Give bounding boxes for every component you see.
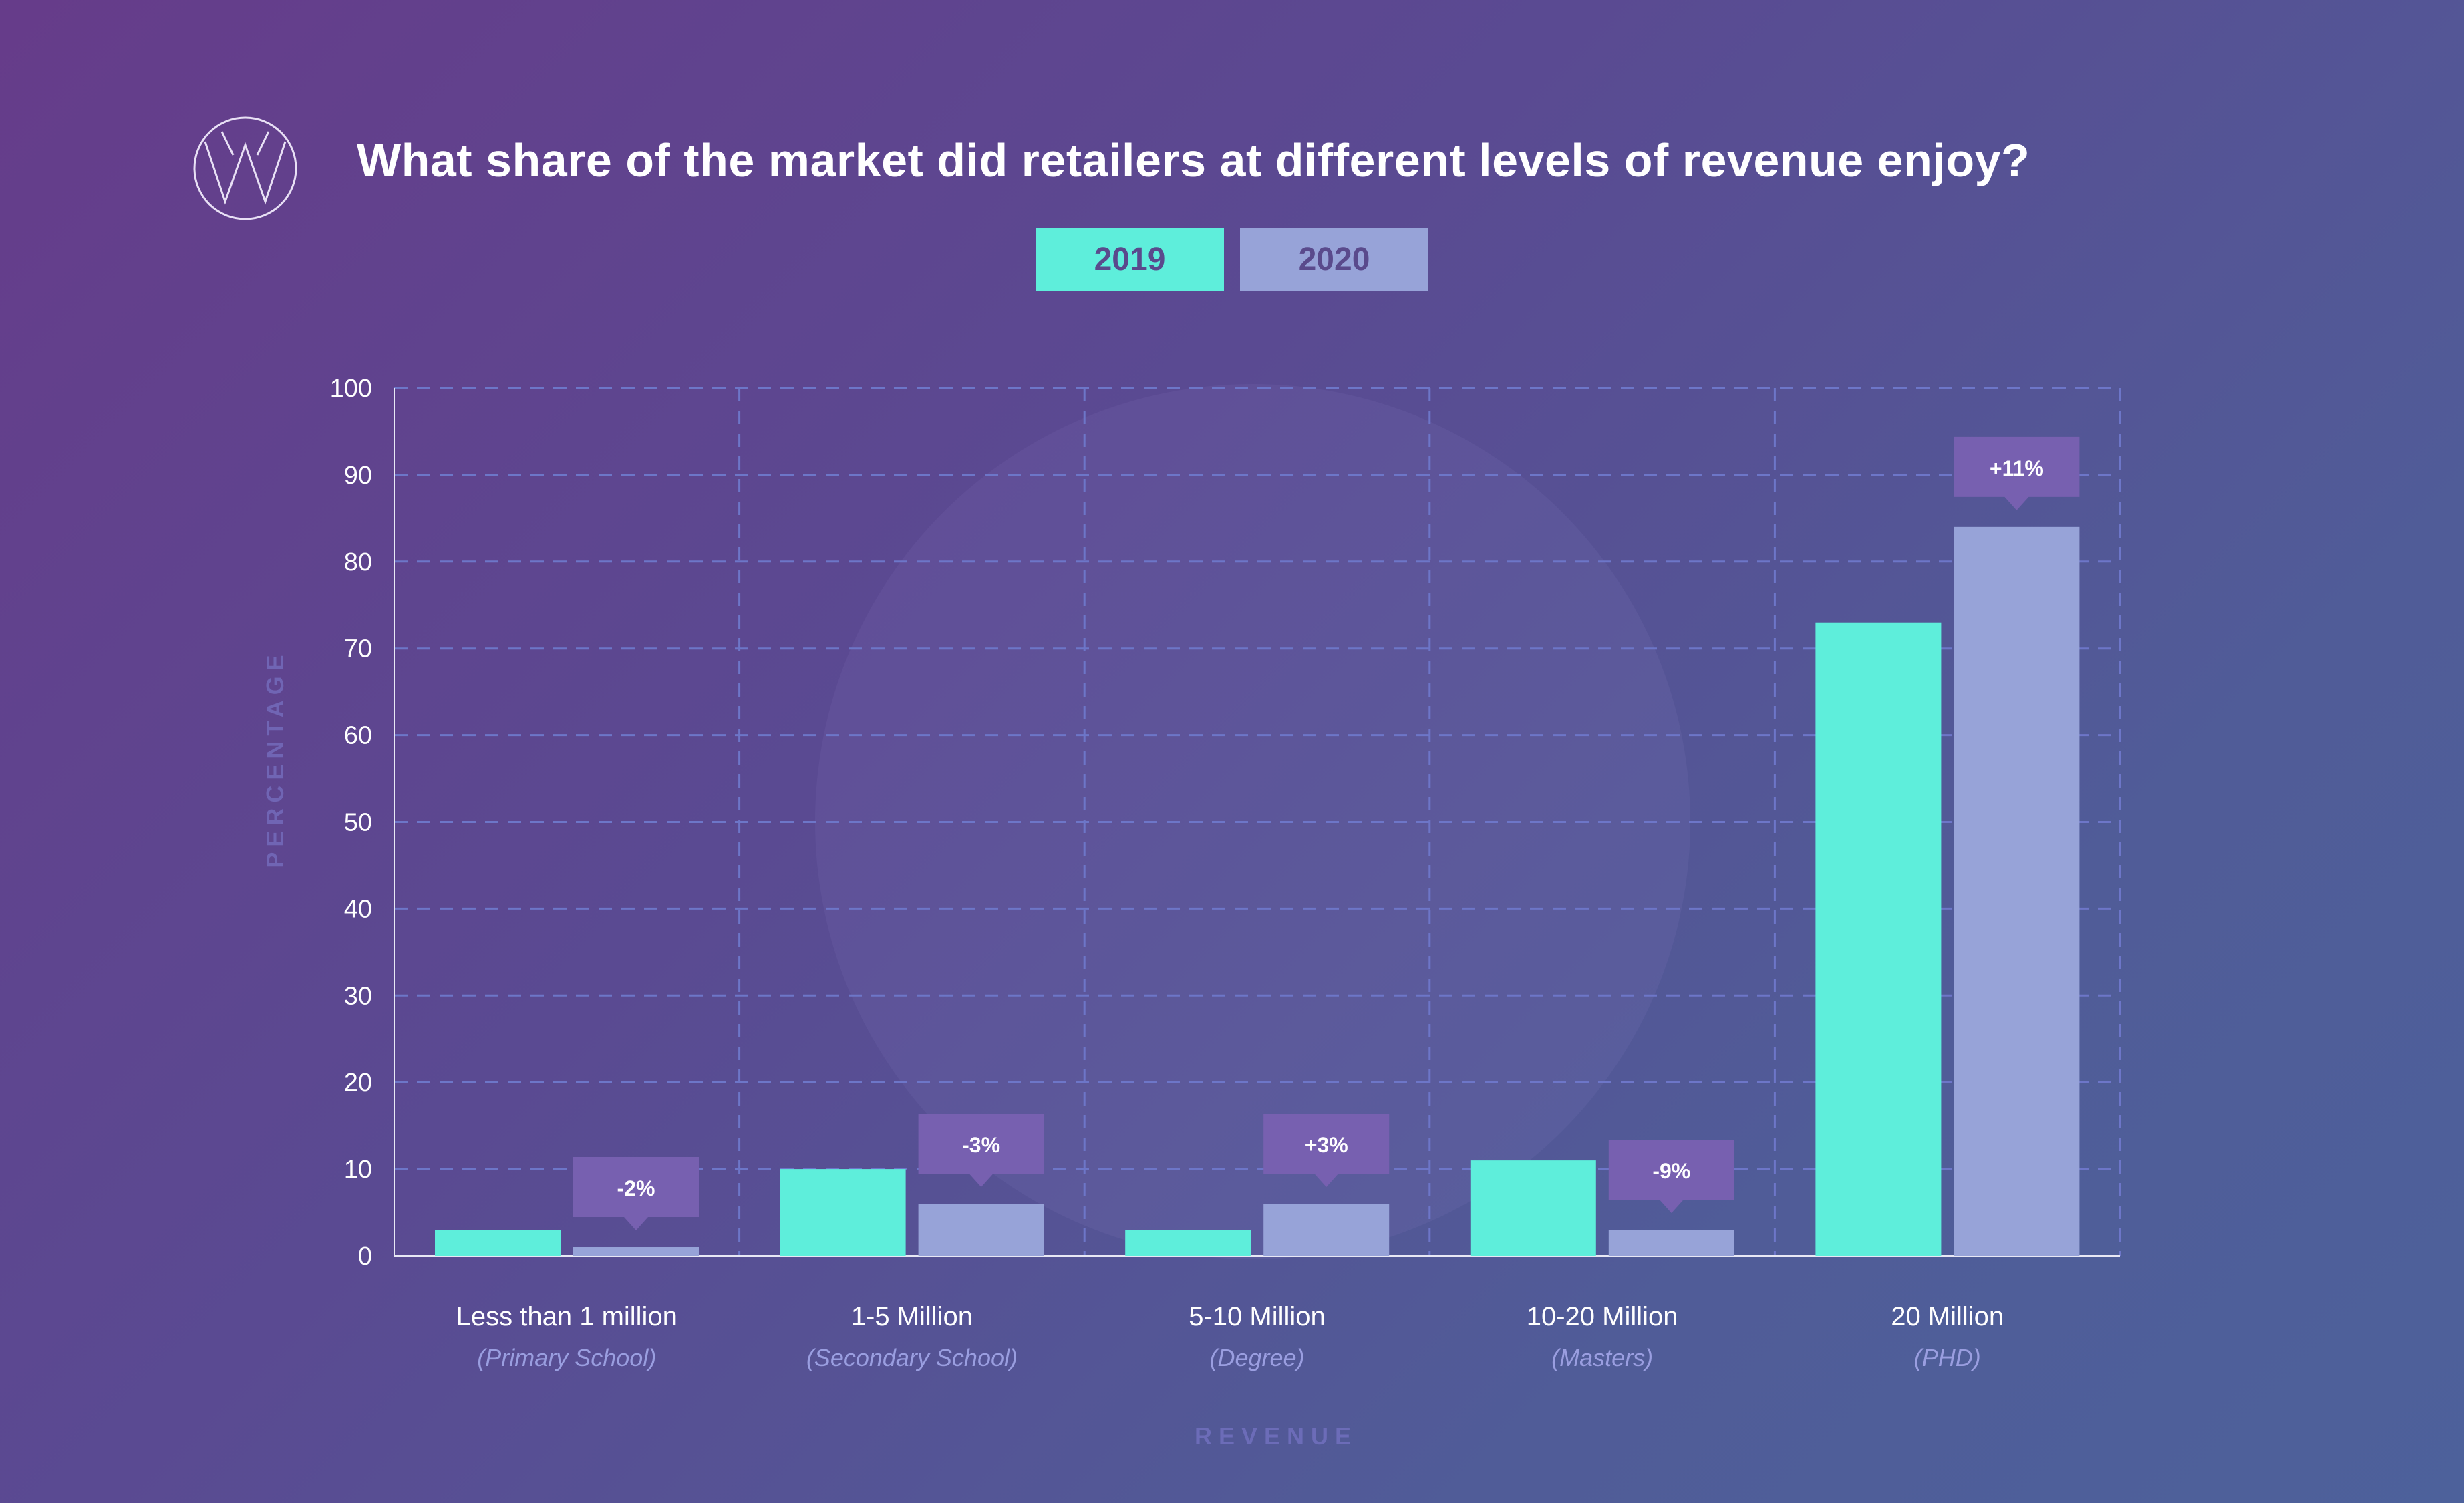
bar-2020 — [1263, 1204, 1390, 1256]
change-callout-label: +3% — [1305, 1133, 1348, 1157]
y-tick-label: 80 — [344, 548, 372, 576]
category-sublabel: (Primary School) — [477, 1344, 656, 1371]
y-tick-label: 100 — [330, 375, 372, 403]
bar-2019 — [435, 1230, 561, 1256]
category-label: 5-10 Million — [1189, 1302, 1326, 1331]
y-tick-label: 40 — [344, 895, 372, 923]
y-tick-label: 70 — [344, 635, 372, 663]
category-label: 10-20 Million — [1527, 1302, 1678, 1331]
y-tick-label: 60 — [344, 722, 372, 750]
chart-title: What share of the market did retailers a… — [357, 134, 2030, 186]
change-callout — [573, 1157, 699, 1231]
change-callout-label: -9% — [1652, 1159, 1690, 1183]
y-axis-label: PERCENTAGE — [261, 649, 289, 868]
bar-2019 — [1470, 1160, 1596, 1256]
category-label: Less than 1 million — [456, 1302, 677, 1331]
x-axis-label: REVENUE — [1194, 1422, 1358, 1450]
y-tick-label: 50 — [344, 809, 372, 837]
bar-2020 — [1954, 526, 2080, 1256]
category-sublabel: (PHD) — [1914, 1344, 1981, 1371]
category-sublabel: (Secondary School) — [806, 1344, 1018, 1371]
y-tick-label: 90 — [344, 462, 372, 490]
y-tick-label: 0 — [358, 1242, 372, 1271]
y-tick-label: 20 — [344, 1069, 372, 1097]
category-label: 1-5 Million — [851, 1302, 973, 1331]
y-tick-label: 10 — [344, 1156, 372, 1184]
change-callout — [918, 1114, 1044, 1188]
bar-2020 — [1608, 1230, 1734, 1256]
legend-label: 2020 — [1298, 241, 1370, 277]
legend-item-2019: 2019 — [1036, 228, 1224, 291]
watermark-logo — [815, 384, 1690, 1259]
bar-2019 — [1815, 622, 1942, 1256]
bar-2020 — [918, 1204, 1044, 1256]
change-callout-label: -3% — [962, 1133, 1000, 1157]
category-sublabel: (Masters) — [1551, 1344, 1653, 1371]
change-callout — [1263, 1114, 1390, 1188]
bar-2019 — [780, 1169, 906, 1256]
w-logo-icon — [193, 116, 297, 220]
change-callout — [1608, 1140, 1734, 1214]
bar-2020 — [573, 1247, 699, 1256]
category-sublabel: (Degree) — [1209, 1344, 1304, 1371]
change-callout-label: -2% — [617, 1176, 655, 1200]
legend-item-2020: 2020 — [1240, 228, 1428, 291]
change-callout-label: +11% — [1990, 456, 2044, 480]
legend-label: 2019 — [1094, 241, 1166, 277]
y-tick-label: 30 — [344, 982, 372, 1010]
category-label: 20 Million — [1891, 1302, 2004, 1331]
bar-2019 — [1125, 1230, 1251, 1256]
change-callout — [1954, 436, 2080, 510]
